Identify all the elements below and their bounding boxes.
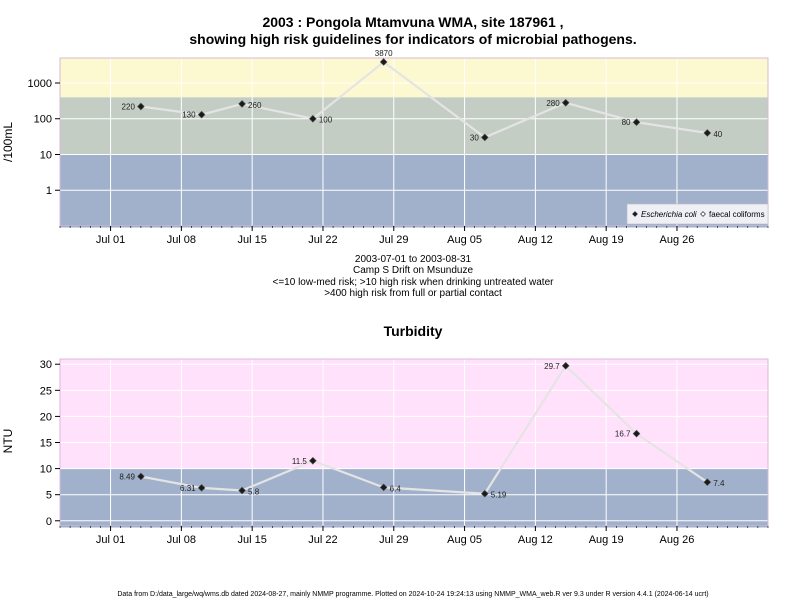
turbidity-data-label-7: 16.7: [615, 430, 631, 439]
turbidity-x-tick-label-5: Aug 05: [447, 534, 482, 546]
turbidity-data-point-8: [703, 478, 712, 486]
microbial-risk-band-2: [60, 58, 768, 98]
microbial-data-label-5: 30: [470, 133, 479, 142]
turbidity-y-tick-label-0: 0: [46, 516, 52, 528]
microbial-x-tick-label-6: Aug 12: [518, 234, 553, 246]
microbial-panel: 1 10 100 1000 Jul 01 Jul 08 Jul 15 Jul 22 Jul 29…: [28, 49, 769, 246]
legend-box: [626, 203, 769, 225]
turbidity-data-point-1: [197, 484, 206, 492]
turbidity-x-tick-label-3: Jul 22: [308, 534, 337, 546]
microbial-data-label-6: 280: [546, 99, 560, 108]
turbidity-y-axis-label: NTU: [1, 429, 15, 454]
legend-marker-0: [632, 211, 638, 217]
microbial-x-tick-label-4: Jul 29: [379, 234, 408, 246]
turbidity-y-tick-label-3: 15: [40, 438, 52, 450]
turbidity-data-label-2: 5.8: [248, 488, 260, 497]
turbidity-data-label-0: 8.49: [119, 472, 135, 481]
turbidity-data-point-5: [480, 489, 489, 498]
turbidity-y-tick-label-2: 10: [40, 464, 52, 476]
microbial-data-label-8: 40: [713, 130, 722, 139]
turbidity-x-tick-label-0: Jul 01: [96, 534, 125, 546]
turbidity-risk-band-1: [60, 359, 768, 469]
turbidity-y-tick-label-4: 20: [40, 411, 52, 423]
turbidity-data-point-6: [561, 361, 570, 370]
turbidity-y-tick-label-1: 5: [46, 490, 52, 502]
turbidity-data-label-3: 11.5: [292, 457, 308, 466]
turbidity-panel: 0 5 10 15 20 25 30 Jul 01 Jul 08 Jul 15 Jul 22 Jul …: [40, 358, 769, 546]
microbial-x-tick-label-7: Aug 19: [589, 234, 624, 246]
turbidity-title: Turbidity: [384, 323, 443, 339]
turbidity-data-label-6: 29.7: [544, 362, 560, 371]
microbial-data-label-7: 80: [622, 118, 631, 127]
turbidity-data-label-1: 6.31: [180, 484, 196, 493]
turbidity-risk-band-0: [60, 468, 768, 526]
microbial-data-point-1: [197, 110, 206, 119]
turbidity-y-tick-label-6: 30: [40, 359, 52, 371]
caption-line-2: Camp S Drift on Msunduze: [353, 265, 473, 276]
microbial-y-tick-label-0: 1: [46, 185, 52, 197]
microbial-x-tick-label-5: Aug 05: [447, 234, 482, 246]
turbidity-data-point-0: [137, 472, 145, 481]
microbial-risk-band-1: [60, 97, 768, 155]
turbidity-x-tick-label-2: Jul 15: [237, 534, 266, 546]
microbial-data-label-1: 130: [182, 111, 196, 120]
microbial-x-tick-label-1: Jul 08: [167, 234, 196, 246]
microbial-y-tick-label-1: 10: [40, 149, 52, 161]
microbial-data-label-4: 3870: [375, 49, 393, 58]
turbidity-x-tick-label-4: Jul 29: [379, 534, 408, 546]
turbidity-x-tick-label-8: Aug 26: [660, 534, 695, 546]
turbidity-data-label-8: 7.4: [713, 479, 725, 488]
microbial-data-point-2: [238, 100, 246, 108]
caption-line-1: 2003-07-01 to 2003-08-31: [355, 254, 472, 265]
microbial-data-label-3: 100: [319, 116, 333, 125]
microbial-data-label-2: 260: [248, 101, 262, 110]
microbial-data-point-7: [632, 118, 641, 127]
turbidity-data-label-5: 5.19: [491, 491, 507, 500]
chart-title-line1: 2003 : Pongola Mtamvuna WMA, site 187961…: [262, 14, 563, 30]
legend-label-0: Escherichia coli: [641, 210, 697, 219]
turbidity-data-point-2: [238, 486, 246, 495]
turbidity-data-point-7: [632, 429, 641, 438]
turbidity-x-tick-label-1: Jul 08: [167, 534, 196, 546]
caption-line-4: >400 high risk from full or partial cont…: [324, 288, 502, 299]
turbidity-data-point-4: [379, 483, 388, 492]
turbidity-data-label-4: 6.4: [390, 484, 402, 493]
microbial-y-tick-label-3: 1000: [28, 78, 52, 90]
footer-note: Data from D:/data_large/wq/wms.db dated …: [117, 591, 708, 598]
legend-marker-1: [700, 211, 706, 217]
microbial-data-point-6: [561, 98, 570, 107]
microbial-y-axis-label: /100mL: [1, 122, 15, 162]
turbidity-x-tick-label-6: Aug 12: [518, 534, 553, 546]
legend-label-1: faecal coliforms: [709, 210, 765, 219]
microbial-data-point-5: [480, 133, 489, 142]
microbial-x-tick-label-3: Jul 22: [308, 234, 337, 246]
turbidity-x-tick-label-7: Aug 19: [589, 534, 624, 546]
caption-line-3: <=10 low-med risk; >10 high risk when dr…: [273, 277, 555, 288]
microbial-x-tick-label-0: Jul 01: [96, 234, 125, 246]
turbidity-data-point-3: [309, 456, 317, 465]
chart-title-line2: showing high risk guidelines for indicat…: [189, 31, 636, 47]
microbial-data-point-0: [137, 102, 145, 111]
turbidity-y-tick-label-5: 25: [40, 385, 52, 397]
microbial-x-tick-label-8: Aug 26: [660, 234, 695, 246]
microbial-x-tick-label-2: Jul 15: [237, 234, 266, 246]
microbial-data-point-3: [309, 114, 317, 123]
microbial-y-tick-label-2: 100: [34, 114, 52, 126]
microbial-data-point-8: [703, 129, 712, 137]
microbial-data-point-4: [379, 58, 388, 66]
microbial-data-label-0: 220: [122, 102, 136, 111]
